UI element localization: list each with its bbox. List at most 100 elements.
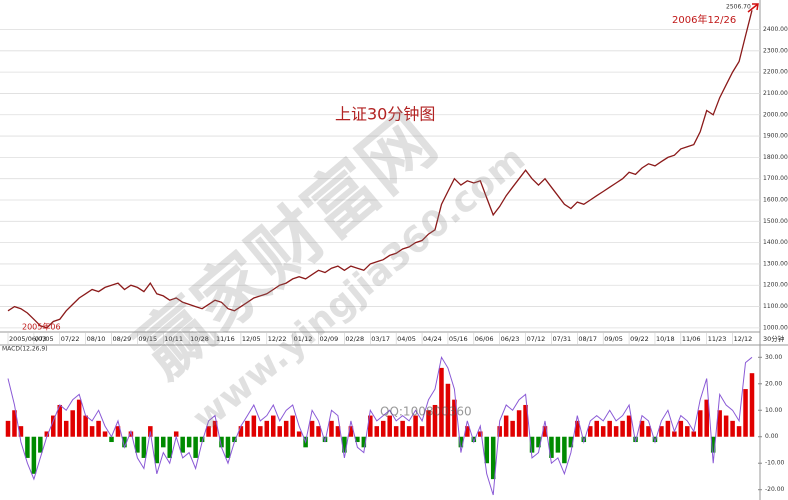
x-tick-label: 04/24	[423, 335, 442, 343]
macd-bar	[613, 426, 619, 437]
macd-bar	[432, 404, 438, 437]
macd-bar	[193, 436, 198, 458]
y-tick-label: 0.00	[765, 433, 779, 440]
x-tick-label: 08/17	[578, 335, 597, 343]
y-tick-label: 1300.00	[763, 260, 788, 267]
macd-bar	[497, 426, 502, 437]
macd-bar	[516, 410, 522, 437]
macd-bar	[471, 436, 477, 443]
macd-bar	[322, 436, 328, 443]
y-tick-label: -10.00	[765, 460, 785, 467]
macd-bar	[458, 436, 464, 448]
x-tick-label: 09/15	[138, 335, 157, 343]
macd-bar	[264, 420, 270, 437]
macd-bar	[607, 420, 612, 437]
macd-bar	[400, 420, 405, 437]
y-tick-label: 30.00	[765, 354, 782, 361]
y-tick-label: 1900.00	[763, 133, 788, 140]
macd-bar	[5, 420, 11, 437]
y-tick-label: 1100.00	[763, 303, 788, 310]
macd-bar	[335, 426, 341, 437]
x-tick-label: 07/22	[61, 335, 80, 343]
x-tick-label: 08/29	[113, 335, 132, 343]
x-tick-label: 12/12	[734, 335, 753, 343]
macd-bar	[730, 420, 735, 437]
y-tick-label: 2400.00	[763, 26, 788, 33]
macd-bar	[51, 415, 56, 437]
macd-bar	[575, 420, 580, 437]
macd-bar	[89, 426, 95, 437]
x-tick-label: 01/12	[294, 335, 313, 343]
macd-bar	[161, 436, 166, 448]
macd-bar	[329, 420, 334, 437]
macd-bar	[555, 436, 561, 453]
macd-bar	[419, 426, 425, 437]
x-tick-label: 11/06	[682, 335, 701, 343]
series-line	[7, 10, 753, 329]
macd-bar	[18, 426, 24, 437]
y-tick-label: 1500.00	[763, 218, 788, 225]
y-tick-label: 2300.00	[763, 47, 788, 54]
series-line	[7, 355, 753, 496]
x-tick-label: 2005/06/03	[9, 335, 46, 343]
x-tick-label: 09/22	[630, 335, 649, 343]
arrow	[747, 3, 759, 13]
macd-bar	[736, 426, 742, 437]
x-axis-label: 30分钟	[763, 334, 785, 343]
macd-bar	[710, 436, 716, 453]
x-tick-label: 03/17	[371, 335, 390, 343]
macd-bar	[659, 426, 664, 437]
macd-bar	[503, 415, 509, 437]
macd-bar	[717, 410, 722, 437]
macd-bar	[180, 436, 185, 453]
macd-bar	[225, 436, 231, 458]
x-tick-label: 10/28	[190, 335, 209, 343]
macd-bar	[562, 436, 567, 464]
macd-bar	[639, 420, 645, 437]
macd-bar	[529, 436, 535, 453]
macd-bar	[620, 420, 625, 437]
macd-bar	[309, 420, 315, 437]
macd-bar	[232, 436, 237, 443]
macd-bar	[251, 415, 257, 437]
macd-bar	[199, 436, 205, 443]
macd-bar	[355, 436, 360, 443]
macd-bar	[723, 415, 729, 437]
y-tick-label: 2100.00	[763, 90, 788, 97]
macd-bar	[393, 426, 399, 437]
x-tick-label: 07/31	[552, 335, 571, 343]
y-tick-label: 20.00	[765, 380, 782, 387]
macd-bar	[426, 410, 431, 437]
macd-bar	[678, 420, 684, 437]
macd-bar	[206, 426, 211, 437]
y-tick-label: -20.00	[765, 486, 785, 493]
y-tick-label: 1400.00	[763, 239, 788, 246]
macd-bar	[691, 431, 697, 437]
macd-bar	[445, 383, 451, 437]
x-tick-label: 12/05	[242, 335, 261, 343]
annotation: 2005年06	[22, 322, 61, 332]
macd-bar	[587, 426, 593, 437]
y-tick-label: 1800.00	[763, 154, 788, 161]
macd-bar	[374, 426, 380, 437]
macd-bar	[536, 436, 541, 448]
macd-bar	[406, 426, 412, 437]
panel-title: MACD(12,26,9)	[2, 346, 48, 353]
macd-bar	[523, 404, 528, 437]
macd-bar	[626, 415, 632, 437]
macd-bar	[581, 436, 587, 443]
y-tick-label: 1000.00	[763, 324, 788, 331]
macd-bar	[270, 415, 276, 437]
macd-bar	[665, 420, 671, 437]
macd-bar	[652, 436, 658, 443]
x-tick-label: 11/16	[216, 335, 235, 343]
macd-bar	[102, 431, 108, 437]
x-tick-label: 11/23	[708, 335, 727, 343]
x-tick-label: 02/28	[345, 335, 364, 343]
macd-bar	[283, 420, 289, 437]
macd-bar	[413, 415, 418, 437]
macd-bar	[57, 404, 63, 437]
macd-bar	[697, 410, 703, 437]
x-tick-label: 06/06	[475, 335, 494, 343]
macd-bar	[12, 410, 17, 437]
